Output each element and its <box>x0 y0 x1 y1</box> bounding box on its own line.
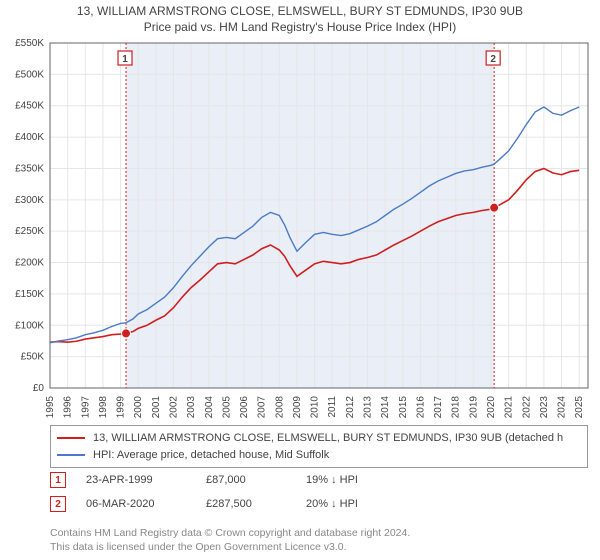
svg-text:£450K: £450K <box>15 101 44 112</box>
svg-text:2013: 2013 <box>363 396 374 418</box>
marker-price: £287,500 <box>206 498 286 510</box>
footer-line-1: Contains HM Land Registry data © Crown c… <box>50 526 410 540</box>
svg-text:1999: 1999 <box>116 396 127 418</box>
marker-row: 1 23-APR-1999 £87,000 19% ↓ HPI <box>50 468 386 492</box>
svg-text:£100K: £100K <box>15 320 44 331</box>
svg-text:1995: 1995 <box>45 396 56 418</box>
event-markers: 1 23-APR-1999 £87,000 19% ↓ HPI 2 06-MAR-2020… <box>50 468 386 516</box>
svg-text:2020: 2020 <box>486 396 497 418</box>
svg-text:2014: 2014 <box>380 396 391 418</box>
svg-text:1996: 1996 <box>63 396 74 418</box>
svg-text:2021: 2021 <box>504 396 515 418</box>
legend-label: HPI: Average price, detached house, Mid … <box>93 447 329 464</box>
legend-row: HPI: Average price, detached house, Mid … <box>57 447 581 464</box>
svg-text:2024: 2024 <box>557 396 568 418</box>
svg-text:£250K: £250K <box>15 226 44 237</box>
footer-attribution: Contains HM Land Registry data © Crown c… <box>50 526 410 554</box>
svg-text:2018: 2018 <box>451 396 462 418</box>
svg-text:£350K: £350K <box>15 163 44 174</box>
legend-row: 13, WILLIAM ARMSTRONG CLOSE, ELMSWELL, B… <box>57 430 581 447</box>
legend-label: 13, WILLIAM ARMSTRONG CLOSE, ELMSWELL, B… <box>93 430 563 447</box>
svg-text:2017: 2017 <box>433 396 444 418</box>
footer-line-2: This data is licensed under the Open Gov… <box>50 540 410 554</box>
svg-text:2: 2 <box>490 54 496 65</box>
svg-text:£150K: £150K <box>15 289 44 300</box>
chart-titles: 13, WILLIAM ARMSTRONG CLOSE, ELMSWELL, B… <box>0 0 600 34</box>
svg-text:2005: 2005 <box>221 396 232 418</box>
svg-text:2012: 2012 <box>345 396 356 418</box>
legend-box: 13, WILLIAM ARMSTRONG CLOSE, ELMSWELL, B… <box>50 425 588 468</box>
svg-text:2002: 2002 <box>168 396 179 418</box>
svg-text:2007: 2007 <box>257 396 268 418</box>
svg-text:£50K: £50K <box>21 352 45 363</box>
svg-text:2023: 2023 <box>539 396 550 418</box>
line-chart-svg: £0 £50K £100K £150K £200K £250K £300K £350K £400… <box>0 38 600 418</box>
title-line-1: 13, WILLIAM ARMSTRONG CLOSE, ELMSWELL, B… <box>0 4 600 18</box>
svg-text:2010: 2010 <box>310 396 321 418</box>
svg-text:2004: 2004 <box>204 396 215 418</box>
svg-text:2022: 2022 <box>521 396 532 418</box>
svg-text:2009: 2009 <box>292 396 303 418</box>
svg-text:2003: 2003 <box>186 396 197 418</box>
legend-swatch <box>57 454 85 456</box>
svg-text:2006: 2006 <box>239 396 250 418</box>
title-line-2: Price paid vs. HM Land Registry's House … <box>0 20 600 34</box>
svg-text:1998: 1998 <box>98 396 109 418</box>
svg-text:2025: 2025 <box>574 396 585 418</box>
marker-diff: 19% ↓ HPI <box>306 474 386 486</box>
marker-date: 23-APR-1999 <box>86 474 186 486</box>
svg-text:2016: 2016 <box>415 396 426 418</box>
svg-text:2001: 2001 <box>151 396 162 418</box>
svg-text:£0: £0 <box>33 383 45 394</box>
svg-text:£550K: £550K <box>15 38 44 49</box>
svg-text:2011: 2011 <box>327 396 338 418</box>
marker-price: £87,000 <box>206 474 286 486</box>
svg-text:2019: 2019 <box>468 396 479 418</box>
marker-row: 2 06-MAR-2020 £287,500 20% ↓ HPI <box>50 492 386 516</box>
svg-text:£300K: £300K <box>15 195 44 206</box>
marker-diff: 20% ↓ HPI <box>306 498 386 510</box>
chart-area: £0 £50K £100K £150K £200K £250K £300K £350K £400… <box>0 38 600 418</box>
marker-date: 06-MAR-2020 <box>86 498 186 510</box>
svg-text:2015: 2015 <box>398 396 409 418</box>
svg-text:1997: 1997 <box>80 396 91 418</box>
svg-text:2000: 2000 <box>133 396 144 418</box>
svg-text:1: 1 <box>122 54 128 65</box>
svg-text:£200K: £200K <box>15 258 44 269</box>
marker-badge: 1 <box>50 472 66 488</box>
svg-text:2008: 2008 <box>274 396 285 418</box>
svg-text:£400K: £400K <box>15 132 44 143</box>
legend-swatch <box>57 437 85 439</box>
chart-container: 13, WILLIAM ARMSTRONG CLOSE, ELMSWELL, B… <box>0 0 600 560</box>
svg-text:£500K: £500K <box>15 69 44 80</box>
marker-badge: 2 <box>50 496 66 512</box>
